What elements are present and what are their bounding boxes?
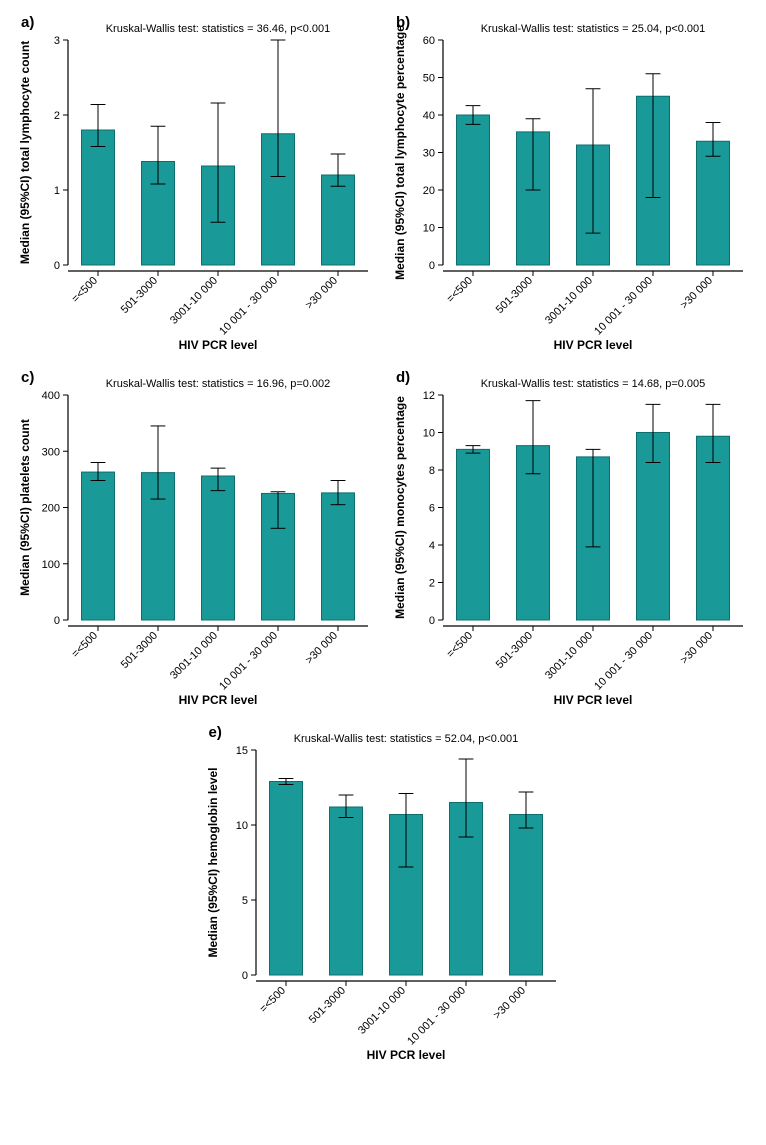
ytick-label: 1 <box>54 185 60 197</box>
panel-c: c) 0 100 200 300 400 =<500 501-30003001-10 0001… <box>13 365 378 710</box>
ytick-label: 0 <box>54 260 60 272</box>
xtick-label: 501-3000 <box>306 985 347 1026</box>
ytick-label: 400 <box>42 390 60 402</box>
ytick-label: 10 <box>235 820 247 832</box>
xtick-label: 10 001 - 30 000 <box>592 275 655 338</box>
y-axis-label: Median (95%CI) total lymphocyte count <box>18 41 32 264</box>
ytick-label: 3 <box>54 35 60 47</box>
ytick-label: 5 <box>241 895 247 907</box>
xtick-label: 3001-10 000 <box>168 630 220 682</box>
y-axis-label: Median (95%CI) hemoglobin level <box>206 767 220 957</box>
bar-e-0 <box>269 782 302 976</box>
ytick-label: 30 <box>423 148 435 160</box>
chart-svg-e: 0 5 10 15 =<500 501-30003001-10 00010 001 - 3… <box>201 720 566 1065</box>
ytick-label: 10 <box>423 223 435 235</box>
x-axis-label: HIV PCR level <box>554 338 633 352</box>
xtick-label: 3001-10 000 <box>543 630 595 682</box>
panel-d: d) 0 2 4 6 8 10 12 =<500 501-30003001-10 00010 00… <box>388 365 753 710</box>
bar-d-0 <box>457 449 490 620</box>
chart-subtitle: Kruskal-Wallis test: statistics = 16.96,… <box>106 378 331 390</box>
bar-a-4 <box>322 175 355 265</box>
xtick-label: >30 000 <box>303 630 340 667</box>
bar-b-4 <box>697 141 730 265</box>
xtick-label: 501-3000 <box>119 630 160 671</box>
xtick-label: =<500 <box>257 985 288 1016</box>
xtick-label: 10 001 - 30 000 <box>405 985 468 1048</box>
ytick-label: 60 <box>423 35 435 47</box>
ytick-label: 20 <box>423 185 435 197</box>
ytick-label: 8 <box>429 465 435 477</box>
y-axis-label: Median (95%CI) monocytes percentage <box>393 396 407 619</box>
xtick-label: =<500 <box>70 275 101 306</box>
bar-c-0 <box>82 472 115 620</box>
bar-c-2 <box>202 476 235 620</box>
xtick-label: 501-3000 <box>494 275 535 316</box>
chart-subtitle: Kruskal-Wallis test: statistics = 14.68,… <box>481 378 706 390</box>
xtick-label: 10 001 - 30 000 <box>592 630 655 693</box>
bar-b-0 <box>457 115 490 265</box>
bar-c-4 <box>322 493 355 620</box>
ytick-label: 0 <box>429 260 435 272</box>
ytick-label: 15 <box>235 745 247 757</box>
figure-container: a)0123=<500501-30003001-10 00010 001 - 3… <box>10 10 756 1065</box>
row-3: e) 0 5 10 15 =<500 501-30003001-10 00010 001 -… <box>10 720 756 1065</box>
ytick-label: 200 <box>42 503 60 515</box>
panel-label-b: b) <box>396 14 410 31</box>
xtick-label: 501-3000 <box>119 275 160 316</box>
chart-subtitle: Kruskal-Wallis test: statistics = 25.04,… <box>481 23 706 35</box>
y-axis-label: Median (95%CI) total lymphocyte percenta… <box>393 25 407 280</box>
x-axis-label: HIV PCR level <box>554 693 633 707</box>
ytick-label: 50 <box>423 73 435 85</box>
ytick-label: 0 <box>429 615 435 627</box>
panel-label-c: c) <box>21 369 34 386</box>
panel-a: a) 0 1 2 3 =<500 501-30003001-10 00010 001 - 3… <box>13 10 378 355</box>
ytick-label: 12 <box>423 390 435 402</box>
ytick-label: 40 <box>423 110 435 122</box>
xtick-label: =<500 <box>70 630 101 661</box>
chart-subtitle: Kruskal-Wallis test: statistics = 52.04,… <box>293 733 518 745</box>
ytick-label: 6 <box>429 503 435 515</box>
ytick-label: 100 <box>42 559 60 571</box>
ytick-label: 2 <box>429 578 435 590</box>
x-axis-label: HIV PCR level <box>366 1048 445 1062</box>
panel-b: b) 0 10 20 30 40 50 60 =<500 501-30003001-10 0001… <box>388 10 753 355</box>
chart-svg-d: 0 2 4 6 8 10 12 =<500 501-30003001-10 00010 001 … <box>388 365 753 710</box>
chart-svg-a: 0 1 2 3 =<500 501-30003001-10 00010 001 - 30 … <box>13 10 378 355</box>
bar-a-0 <box>82 130 115 265</box>
xtick-label: =<500 <box>445 630 476 661</box>
ytick-label: 2 <box>54 110 60 122</box>
bar-e-4 <box>509 815 542 976</box>
xtick-label: >30 000 <box>303 275 340 312</box>
xtick-label: 10 001 - 30 000 <box>217 275 280 338</box>
panel-label-e: e) <box>209 724 222 741</box>
xtick-label: 3001-10 000 <box>168 275 220 327</box>
row-2: c)0100200300400=<500501-30003001-10 0001… <box>10 365 756 710</box>
xtick-label: 3001-10 000 <box>355 985 407 1037</box>
chart-svg-c: 0 100 200 300 400 =<500 501-30003001-10 00010 … <box>13 365 378 710</box>
xtick-label: =<500 <box>445 275 476 306</box>
ytick-label: 300 <box>42 446 60 458</box>
chart-svg-b: 0 10 20 30 40 50 60 =<500 501-30003001-10 00010 … <box>388 10 753 355</box>
panel-e: e) 0 5 10 15 =<500 501-30003001-10 00010 001 -… <box>201 720 566 1065</box>
xtick-label: >30 000 <box>678 275 715 312</box>
xtick-label: 3001-10 000 <box>543 275 595 327</box>
ytick-label: 4 <box>429 540 435 552</box>
y-axis-label: Median (95%CI) platelets count <box>18 419 32 596</box>
bar-d-4 <box>697 436 730 620</box>
panel-label-a: a) <box>21 14 34 31</box>
xtick-label: 10 001 - 30 000 <box>217 630 280 693</box>
x-axis-label: HIV PCR level <box>179 693 258 707</box>
xtick-label: 501-3000 <box>494 630 535 671</box>
ytick-label: 0 <box>54 615 60 627</box>
chart-subtitle: Kruskal-Wallis test: statistics = 36.46,… <box>106 23 331 35</box>
row-1: a)0123=<500501-30003001-10 00010 001 - 3… <box>10 10 756 355</box>
bar-e-1 <box>329 807 362 975</box>
x-axis-label: HIV PCR level <box>179 338 258 352</box>
ytick-label: 10 <box>423 428 435 440</box>
ytick-label: 0 <box>241 970 247 982</box>
xtick-label: >30 000 <box>678 630 715 667</box>
xtick-label: >30 000 <box>491 985 528 1022</box>
panel-label-d: d) <box>396 369 410 386</box>
